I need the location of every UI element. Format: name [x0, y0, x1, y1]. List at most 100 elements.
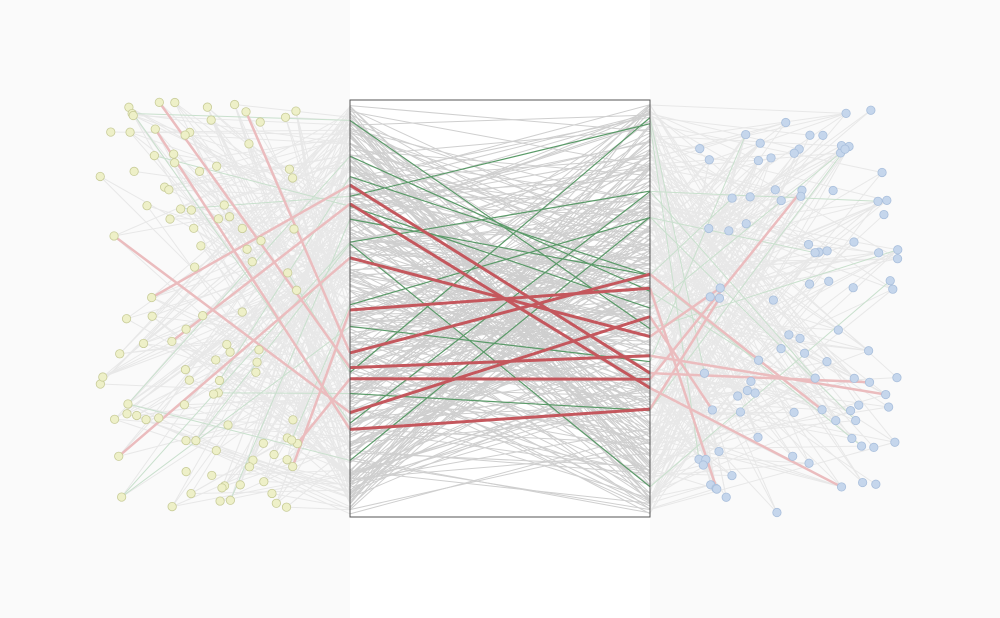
left-node: [115, 349, 125, 359]
link-outer: [649, 377, 855, 443]
link-outer: [158, 132, 351, 419]
right-node: [799, 348, 810, 358]
link-inner: [349, 153, 651, 209]
left-node: [219, 200, 229, 210]
right-node: [869, 442, 879, 452]
link-outer: [649, 124, 837, 421]
link-outer: [215, 348, 351, 361]
left-node: [254, 345, 264, 355]
left-node: [271, 498, 281, 508]
right-node: [841, 108, 851, 118]
link-outer: [164, 154, 351, 188]
left-node: [128, 110, 138, 121]
link-outer: [649, 223, 747, 434]
link-outer: [649, 195, 802, 288]
right-node: [755, 138, 765, 148]
left-node: [180, 365, 191, 375]
highlight-outer: [649, 123, 700, 460]
link-outer: [219, 473, 351, 502]
link-outer: [286, 207, 351, 460]
link-outer: [649, 209, 886, 395]
link-outer: [151, 122, 351, 298]
highlight-outer: [649, 189, 803, 380]
right-node: [892, 254, 903, 264]
link-outer: [649, 243, 809, 323]
link-inner: [349, 113, 651, 191]
right-node: [836, 482, 847, 492]
link-outer: [114, 418, 351, 499]
link-outer: [649, 190, 834, 472]
link-inner: [349, 203, 651, 479]
link-outer: [132, 113, 351, 145]
left-node: [138, 338, 149, 349]
left-node: [291, 106, 301, 116]
highlight-inner: [349, 272, 651, 355]
link-inner: [349, 194, 651, 322]
highlight-outer: [195, 243, 351, 441]
link-inner: [349, 308, 651, 426]
right-node: [877, 167, 887, 178]
link-outer: [649, 377, 855, 467]
left-node: [206, 115, 216, 125]
right-node: [805, 130, 815, 140]
link-outer: [649, 159, 710, 234]
link-outer: [185, 266, 351, 330]
right-node: [884, 402, 894, 412]
link-outer: [649, 239, 810, 464]
highlight-outer: [117, 256, 351, 458]
left-node: [208, 389, 219, 399]
link-outer: [649, 200, 782, 500]
link-outer: [288, 169, 351, 499]
right-node: [893, 245, 903, 255]
link-inner: [349, 103, 651, 358]
right-node: [817, 405, 827, 415]
left-node: [109, 231, 119, 241]
right-node: [810, 248, 820, 258]
link-inner: [349, 154, 651, 202]
link-inner: [349, 428, 651, 445]
highlight-inner: [349, 315, 651, 415]
right-node: [845, 406, 856, 416]
link-inner: [349, 122, 651, 228]
left-node: [165, 214, 175, 224]
left-node: [212, 161, 222, 171]
right-node: [721, 492, 731, 502]
highlight-outer: [649, 249, 898, 330]
left-node: [241, 107, 251, 117]
link-inner: [349, 470, 651, 504]
link-outer: [649, 411, 795, 499]
link-inner: [349, 338, 651, 476]
left-node: [147, 311, 157, 321]
link-outer: [649, 453, 810, 464]
link-outer: [118, 176, 351, 457]
left-node: [213, 214, 224, 224]
link-outer: [287, 455, 351, 461]
link-inner: [349, 168, 651, 222]
left-node: [114, 451, 124, 461]
link-inner: [349, 158, 651, 429]
link-outer: [649, 116, 810, 136]
link-outer: [649, 134, 747, 412]
right-node: [705, 292, 715, 302]
left-node: [207, 470, 217, 481]
link-outer: [649, 112, 752, 382]
link-outer: [168, 189, 351, 198]
highlight-outer: [649, 280, 891, 488]
right-node: [890, 437, 900, 447]
link-outer: [649, 334, 790, 445]
left-node: [141, 414, 151, 425]
link-outer: [649, 464, 704, 479]
left-node: [142, 201, 152, 211]
link-inner: [349, 209, 651, 425]
link-outer: [649, 112, 847, 142]
right-node: [776, 195, 786, 206]
link-inner: [349, 144, 651, 361]
highlight-inner: [349, 117, 651, 373]
left-node: [258, 438, 268, 448]
link-outer: [649, 484, 711, 499]
link-inner: [349, 128, 651, 205]
left-node: [237, 307, 247, 317]
left-node: [267, 488, 277, 499]
highlight-outer: [158, 101, 352, 369]
right-node: [745, 192, 755, 202]
